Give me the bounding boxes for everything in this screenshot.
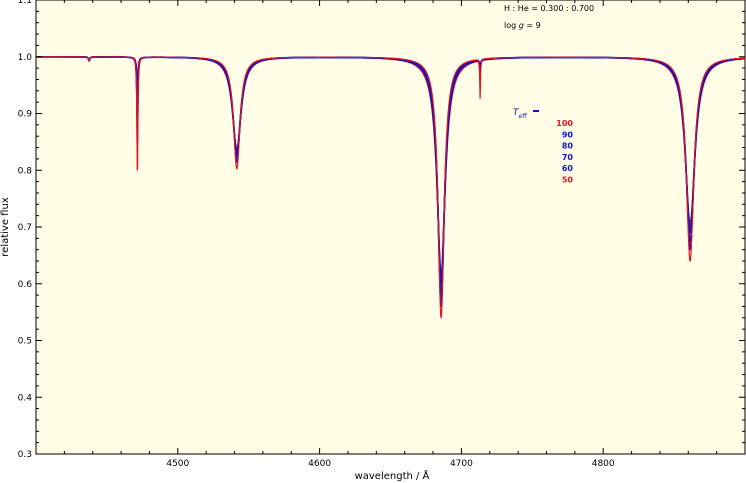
x-axis-title: wavelength / Å	[355, 469, 430, 482]
gravity-annotation-value: = 9	[524, 21, 541, 30]
legend: Teff 100 90 80 70 60 50	[513, 108, 573, 185]
gravity-annotation: log g = 9	[504, 21, 541, 30]
legend-entry-70: 70	[562, 153, 574, 162]
y-tick-label: 1.1	[18, 0, 32, 6]
legend-entry-90: 90	[562, 130, 574, 139]
composition-annotation: H : He = 0.300 : 0.700	[504, 4, 594, 13]
y-axis-title: relative flux	[0, 197, 11, 257]
y-tick-label: 0.4	[18, 393, 33, 403]
y-tick-label: 0.3	[18, 450, 32, 460]
spectrum-series-100	[36, 56, 746, 319]
x-tick-label: 4800	[592, 459, 615, 469]
legend-entry-60: 60	[562, 164, 574, 173]
legend-entry-50: 50	[562, 176, 574, 185]
y-tick-label: 0.7	[18, 223, 32, 233]
legend-title-subscript: eff	[519, 113, 528, 120]
axis-ticks: 4500 4600 4700 4800 0.3 0.4 0.5 0.6 0.7 0.8 0.9 1.0…	[18, 0, 745, 469]
legend-title: Teff	[513, 108, 527, 120]
y-tick-label: 0.6	[18, 280, 33, 290]
x-tick-label: 4600	[308, 459, 331, 469]
gravity-annotation-prefix: log	[504, 21, 519, 30]
x-tick-label: 4500	[166, 459, 189, 469]
y-tick-label: 0.9	[18, 110, 33, 120]
gravity-annotation-symbol: g	[519, 21, 524, 30]
x-tick-label: 4700	[450, 459, 473, 469]
legend-title-symbol: T	[513, 108, 520, 118]
plot-background	[35, 0, 746, 455]
legend-entry-80: 80	[562, 142, 574, 151]
y-tick-label: 0.5	[18, 337, 32, 347]
y-tick-label: 0.8	[18, 166, 33, 176]
plot-content	[36, 56, 746, 319]
y-tick-label: 1.0	[18, 53, 33, 63]
legend-entry-100: 100	[556, 119, 573, 128]
legend-swatch	[533, 110, 539, 112]
